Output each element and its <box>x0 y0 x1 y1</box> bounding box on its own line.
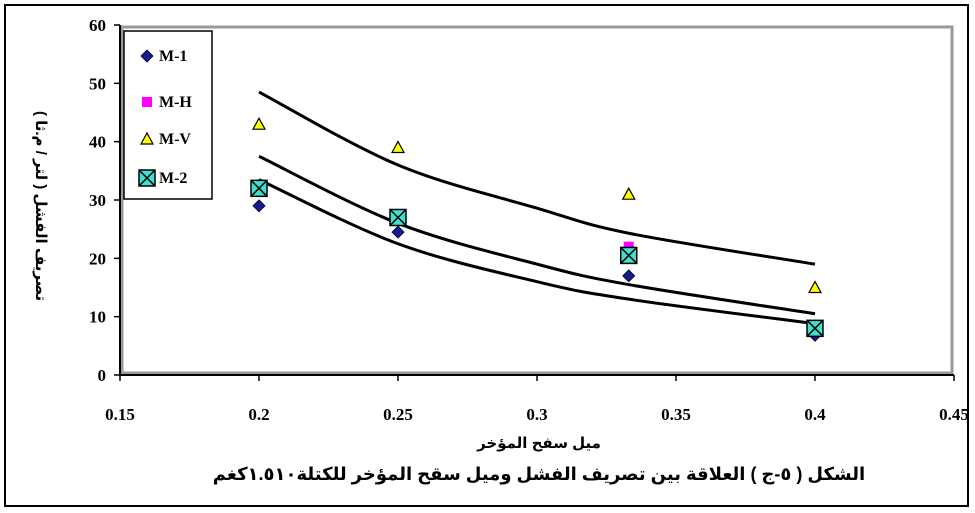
figure-caption: الشكل ( ٥-ج ) العلاقة بين تصريف الفشل وم… <box>213 464 865 485</box>
y-tick-label: 10 <box>89 308 106 327</box>
legend-marker-m-1 <box>140 49 154 63</box>
x-tick-label: 0.25 <box>383 405 413 424</box>
ticks: 0.15 0.2 0.25 0.3 0.35 0.4 0.45 0 10 20 30 40 50 60 <box>89 16 969 424</box>
plot-area <box>120 25 954 375</box>
trendlines <box>258 90 816 326</box>
x-tick-label: 0.15 <box>105 405 135 424</box>
legend-marker-m-v <box>139 131 155 145</box>
point-m-2 <box>389 208 407 227</box>
x-tick-label: 0.45 <box>939 405 969 424</box>
x-tick-label: 0.4 <box>804 405 826 424</box>
point-m-1 <box>622 269 636 283</box>
trendline <box>258 178 816 326</box>
trendline <box>258 90 816 266</box>
legend-marker-m-2 <box>138 169 156 187</box>
data-points <box>250 116 824 342</box>
x-tick-label: 0.3 <box>526 405 547 424</box>
y-tick-label: 40 <box>89 133 106 152</box>
y-tick-label: 50 <box>89 74 106 93</box>
point-m-2 <box>619 246 638 265</box>
point-m-2 <box>250 179 268 198</box>
figure-frame: 0.15 0.2 0.25 0.3 0.35 0.4 0.45 0 10 20 30 40 50 60 M… <box>4 4 969 507</box>
y-tick-label: 60 <box>89 16 106 35</box>
y-axis-title: تصريف الفشل ( لتر / م.ثا ) <box>32 111 49 301</box>
point-m-v <box>390 140 406 154</box>
point-m-v <box>807 280 823 294</box>
y-tick-label: 20 <box>89 249 106 268</box>
trendline <box>258 154 816 316</box>
point-m-1 <box>391 225 405 239</box>
point-m-2 <box>806 319 824 338</box>
legend-label-m-h: M-H <box>159 94 192 111</box>
point-m-v <box>251 116 267 130</box>
chart: 0.15 0.2 0.25 0.3 0.35 0.4 0.45 0 10 20 30 40 50 60 M… <box>32 16 969 485</box>
x-axis-title: ميل سفح المؤخر <box>476 435 601 452</box>
y-tick-label: 0 <box>98 366 107 385</box>
legend: M-1 M-H M-V M-2 <box>123 30 213 200</box>
legend-marker-m-h <box>142 97 152 107</box>
legend-label-m-2: M-2 <box>159 170 187 187</box>
point-m-1 <box>252 199 266 213</box>
legend-label-m-v: M-V <box>159 131 191 148</box>
x-tick-label: 0.2 <box>248 405 269 424</box>
point-m-v <box>621 186 636 200</box>
y-tick-label: 30 <box>89 191 106 210</box>
legend-label-m-1: M-1 <box>159 48 187 65</box>
x-tick-label: 0.35 <box>661 405 691 424</box>
